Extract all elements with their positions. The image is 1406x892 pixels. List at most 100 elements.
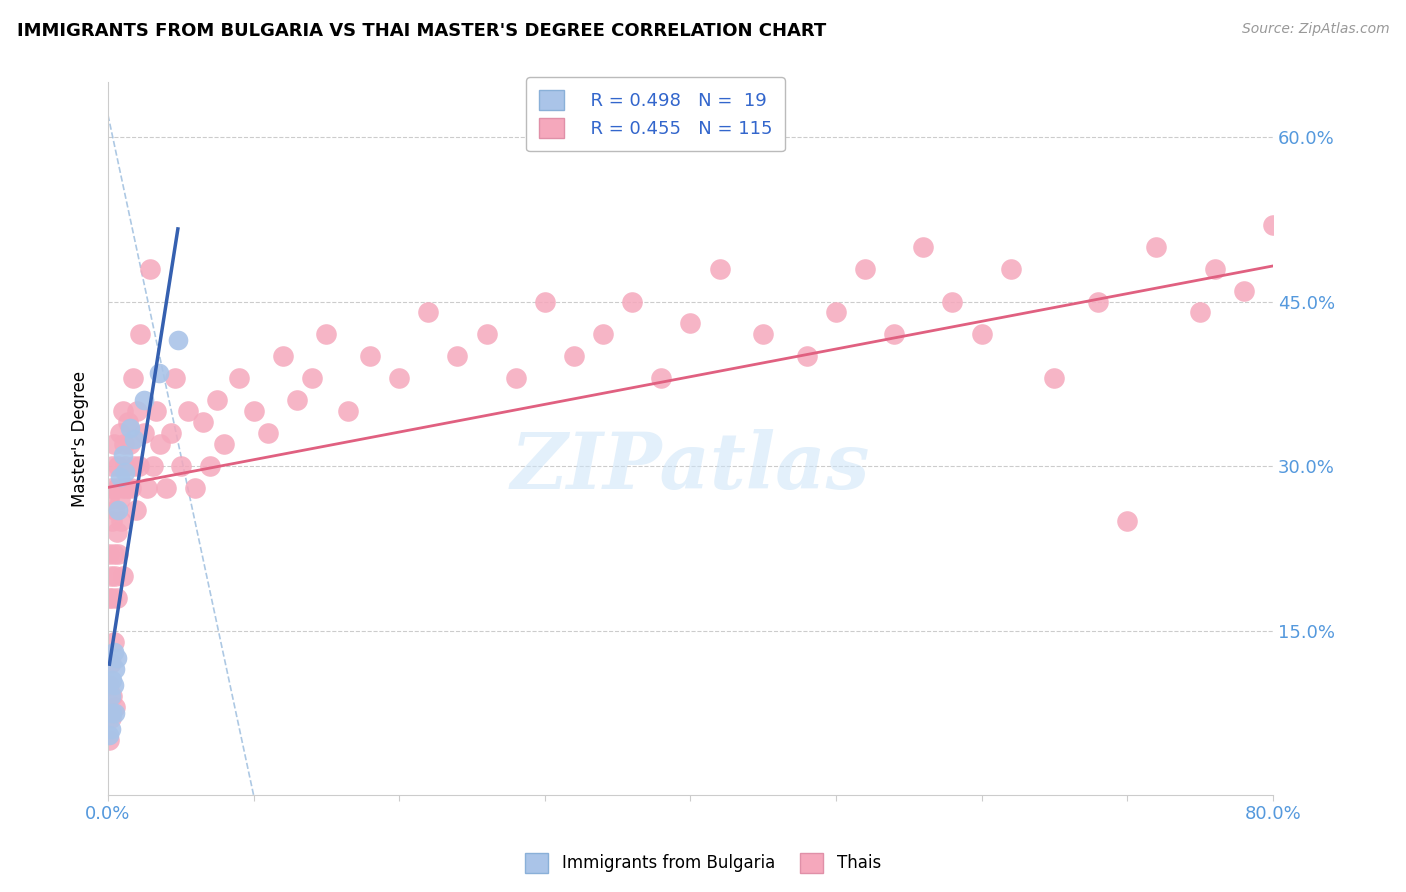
Point [105,481,128,495]
Point [104,662,127,676]
Point [103,437,125,451]
Point [100,690,122,704]
Point [1277,261,1299,276]
Point [98,728,121,742]
Point [883,327,905,342]
Point [315,327,337,342]
Point [177,404,200,418]
Point [505,371,527,385]
Point [159,426,181,441]
Point [105,651,128,665]
Point [98,678,121,692]
Point [104,568,127,582]
Point [100,711,122,725]
Point [533,294,555,309]
Point [134,393,156,408]
Point [1320,218,1343,232]
Point [621,294,644,309]
Point [1364,284,1386,298]
Point [101,458,124,473]
Point [155,481,177,495]
Point [679,317,702,331]
Point [128,458,150,473]
Point [100,723,122,737]
Point [129,327,152,342]
Point [1334,261,1357,276]
Point [1261,218,1284,232]
Point [941,294,963,309]
Point [592,327,614,342]
Point [1116,514,1139,528]
Point [163,371,186,385]
Point [112,437,135,451]
Point [228,371,250,385]
Point [101,514,124,528]
Point [853,261,876,276]
Point [1144,240,1167,254]
Point [114,458,136,473]
Point [148,366,170,380]
Point [104,503,127,517]
Point [103,645,125,659]
Point [127,404,149,418]
Point [191,415,214,429]
Point [1087,294,1109,309]
Point [100,481,122,495]
Point [120,481,142,495]
Point [110,514,132,528]
Point [446,349,468,363]
Point [1233,284,1256,298]
Point [1348,240,1371,254]
Point [145,404,167,418]
Text: ZIPatlas: ZIPatlas [510,429,870,506]
Point [121,371,143,385]
Point [101,591,124,605]
Text: IMMIGRANTS FROM BULGARIA VS THAI MASTER'S DEGREE CORRELATION CHART: IMMIGRANTS FROM BULGARIA VS THAI MASTER'… [17,22,827,40]
Point [134,426,156,441]
Point [98,547,121,561]
Point [970,327,993,342]
Point [650,371,672,385]
Point [170,458,193,473]
Point [101,706,124,720]
Point [100,657,122,671]
Point [752,327,775,342]
Point [205,393,228,408]
Point [388,371,411,385]
Point [103,634,125,648]
Point [214,437,236,451]
Point [107,458,129,473]
Point [98,491,121,506]
Point [912,240,935,254]
Point [111,568,134,582]
Point [796,349,818,363]
Point [111,448,134,462]
Point [139,261,162,276]
Text: Source: ZipAtlas.com: Source: ZipAtlas.com [1241,22,1389,37]
Point [359,349,381,363]
Point [184,481,207,495]
Point [285,393,308,408]
Point [103,678,125,692]
Legend:   R = 0.498   N =  19,   R = 0.455   N = 115: R = 0.498 N = 19, R = 0.455 N = 115 [526,77,785,151]
Point [167,333,190,347]
Point [98,591,121,605]
Legend: Immigrants from Bulgaria, Thais: Immigrants from Bulgaria, Thais [519,847,887,880]
Point [114,465,136,479]
Point [1000,261,1022,276]
Point [122,458,145,473]
Point [1305,284,1327,298]
Point [108,470,131,484]
Point [115,481,138,495]
Point [122,432,145,446]
Point [1043,371,1066,385]
Point [108,491,131,506]
Point [107,503,129,517]
Point [1188,305,1211,319]
Point [105,524,128,539]
Point [242,404,264,418]
Point [111,481,134,495]
Point [101,673,124,687]
Point [117,415,139,429]
Point [562,349,585,363]
